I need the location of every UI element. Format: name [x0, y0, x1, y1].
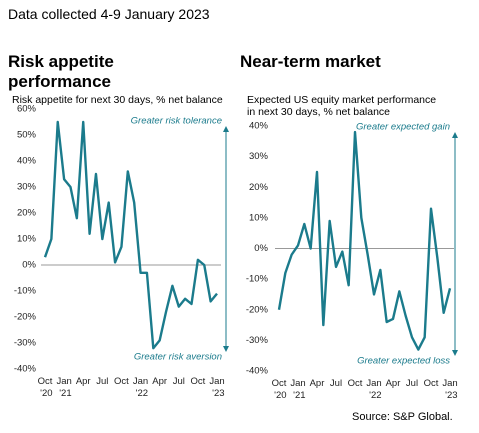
- x-tick-label: Jan '23: [209, 376, 224, 399]
- y-tick-label: 60%: [17, 104, 37, 115]
- y-tick-label: 20%: [17, 208, 37, 219]
- y-tick-label: 40%: [249, 121, 269, 132]
- chart-subtitle: Risk appetite for next 30 days, % net ba…: [12, 94, 223, 106]
- annotation: Greater expected loss: [357, 356, 450, 367]
- x-tick-label: Jan '23: [442, 378, 457, 401]
- x-tick-label: Jul: [330, 378, 342, 389]
- x-tick-label: Jul: [96, 376, 108, 387]
- y-tick-label: -40%: [14, 364, 37, 375]
- y-tick-label: -20%: [14, 312, 37, 323]
- heading: Data collected 4-9 January 2023: [8, 6, 210, 22]
- y-tick-label: 40%: [17, 156, 37, 167]
- chart-title: Near-term market: [240, 52, 381, 71]
- x-tick-label: Jul: [173, 376, 185, 387]
- x-tick-label: Jan '22: [133, 376, 148, 399]
- annotation: Greater risk tolerance: [131, 116, 222, 127]
- x-tick-label: Apr: [152, 376, 167, 387]
- x-tick-label: Oct '20: [37, 376, 52, 399]
- x-tick-label: Oct: [348, 378, 363, 389]
- annotation: Greater expected gain: [356, 122, 450, 133]
- y-tick-label: -20%: [246, 304, 269, 315]
- y-tick-label: 0%: [254, 243, 268, 254]
- data-line: [277, 130, 452, 351]
- x-tick-label: Apr: [386, 378, 401, 389]
- x-tick-label: Jan '22: [366, 378, 381, 401]
- x-tick-label: Oct: [424, 378, 439, 389]
- annotation: Greater risk aversion: [134, 352, 222, 363]
- chart-title: Risk appetite performance: [8, 52, 114, 91]
- y-tick-label: -30%: [14, 338, 37, 349]
- x-tick-label: Jul: [406, 378, 418, 389]
- x-tick-label: Oct: [114, 376, 129, 387]
- y-tick-label: -30%: [246, 335, 269, 346]
- y-tick-label: 0%: [22, 260, 36, 271]
- y-tick-label: -10%: [246, 274, 269, 285]
- y-tick-label: 30%: [17, 182, 37, 193]
- y-tick-label: 20%: [249, 182, 269, 193]
- x-tick-label: Apr: [310, 378, 325, 389]
- chart-subtitle: Expected US equity market performance in…: [247, 94, 437, 118]
- source-note: Source: S&P Global.: [352, 411, 453, 423]
- x-tick-label: Oct: [190, 376, 205, 387]
- y-tick-label: 10%: [249, 212, 269, 223]
- y-tick-label: 10%: [17, 234, 37, 245]
- x-tick-label: Jan '21: [290, 378, 305, 401]
- x-tick-label: Jan '21: [56, 376, 71, 399]
- data-line: [43, 120, 218, 350]
- y-tick-label: 50%: [17, 130, 37, 141]
- x-tick-label: Apr: [76, 376, 91, 387]
- y-tick-label: 30%: [249, 151, 269, 162]
- y-tick-label: -40%: [246, 366, 269, 377]
- y-tick-label: -10%: [14, 286, 37, 297]
- x-tick-label: Oct '20: [271, 378, 286, 401]
